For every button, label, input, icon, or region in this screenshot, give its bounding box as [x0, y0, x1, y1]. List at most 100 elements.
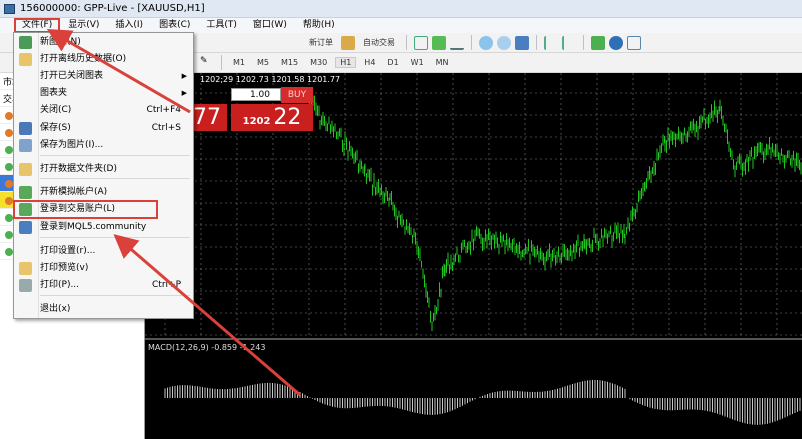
buy-price-button[interactable]: 1202 22: [231, 104, 313, 131]
print-icon: [19, 279, 32, 292]
price-chart[interactable]: 1202;29 1202.73 1201.58 1201.77 1.00 BUY…: [145, 73, 802, 439]
menu-item-label: 打印设置(r)...: [40, 246, 96, 256]
symbol-icon: [5, 146, 13, 154]
menu-insert[interactable]: 插入(I): [115, 20, 144, 30]
menu-separator: [40, 237, 190, 238]
auto-trading-icon[interactable]: [341, 35, 355, 50]
menu-item-label: 打印(P)...: [40, 280, 80, 290]
zoom-out-icon[interactable]: [497, 35, 511, 50]
zoom-in-icon[interactable]: [479, 35, 493, 50]
app-icon: [4, 4, 15, 14]
menu-bar: 文件(F) 显示(V) 插入(I) 图表(C) 工具(T) 窗口(W) 帮助(H…: [0, 18, 802, 33]
menu-item[interactable]: 打开已关闭图表 ▶: [14, 68, 193, 85]
community-icon: [19, 221, 32, 234]
menu-file[interactable]: 文件(F): [14, 18, 61, 33]
drawing-tools-icon[interactable]: ✎: [200, 55, 208, 66]
timeframe-m5[interactable]: M5: [257, 58, 269, 67]
menu-item-label: 打开数据文件夹(D): [40, 164, 117, 174]
line-chart-icon[interactable]: [450, 36, 464, 50]
menu-item[interactable]: 打开离线历史数据(O): [14, 51, 193, 68]
menu-item[interactable]: 开新模拟帐户(A): [14, 184, 193, 201]
window-title: 156000000: GPP-Live - [XAUUSD,H1]: [20, 3, 205, 14]
candlestick-icon[interactable]: [432, 35, 446, 50]
timeframe-d1[interactable]: D1: [387, 58, 399, 67]
autoscroll-icon[interactable]: [562, 35, 576, 50]
templates-icon[interactable]: [627, 35, 641, 50]
buy-button[interactable]: BUY: [281, 87, 313, 103]
menu-item[interactable]: 打印设置(r)...: [14, 243, 193, 260]
menu-separator: [40, 178, 190, 179]
chart-shift-icon[interactable]: [544, 35, 558, 50]
periods-icon[interactable]: [609, 35, 623, 50]
buy-price-prefix: 1202: [242, 116, 271, 127]
indicators-icon[interactable]: [591, 35, 605, 50]
menu-item[interactable]: 保存(S) Ctrl+S: [14, 120, 193, 137]
separator: [406, 35, 407, 50]
menu-item-label: 新图表(N): [40, 37, 81, 47]
print-preview-icon: [19, 262, 32, 275]
separator: [221, 55, 222, 70]
timeframe-w1[interactable]: W1: [410, 58, 424, 67]
chart-canvas[interactable]: [145, 73, 802, 439]
menu-item-label: 登录到交易账户(L): [40, 204, 116, 214]
submenu-arrow-icon: ▶: [181, 89, 187, 97]
timeframe-m30[interactable]: M30: [310, 58, 328, 67]
menu-item-label: 退出(x): [40, 304, 71, 314]
symbol-icon: [5, 197, 13, 205]
menu-item[interactable]: 图表夹 ▶: [14, 85, 193, 102]
folder-icon: [19, 53, 32, 66]
buy-price-digits: 22: [273, 105, 302, 130]
menu-item-label: 打开离线历史数据(O): [40, 54, 127, 64]
menu-item[interactable]: 新图表(N): [14, 34, 193, 51]
menu-item[interactable]: 保存为图片(I)...: [14, 137, 193, 154]
symbol-icon: [5, 214, 13, 222]
menu-separator: [40, 295, 190, 296]
menu-item[interactable]: 关闭(C) Ctrl+F4: [14, 102, 193, 119]
menu-charts[interactable]: 图表(C): [159, 20, 191, 30]
menu-item-shortcut: Ctrl+S: [151, 123, 181, 133]
symbol-icon: [5, 112, 13, 120]
menu-item[interactable]: 登录到MQL5.community: [14, 219, 193, 236]
timeframe-h4[interactable]: H4: [364, 58, 376, 67]
ohlc-readout: 1202;29 1202.73 1201.58 1201.77: [200, 75, 341, 84]
menu-item[interactable]: 打印(P)... Ctrl+P: [14, 277, 193, 294]
menu-view[interactable]: 显示(V): [68, 20, 100, 30]
login-icon: [19, 203, 32, 216]
timeframe-h1[interactable]: H1: [335, 57, 357, 68]
menu-item-label: 登录到MQL5.community: [40, 222, 147, 232]
separator: [536, 35, 537, 50]
menu-item[interactable]: 退出(x): [14, 301, 193, 318]
symbol-icon: [5, 231, 13, 239]
separator: [471, 35, 472, 50]
timeframe-m1[interactable]: M1: [233, 58, 245, 67]
new-chart-icon: [19, 36, 32, 49]
menu-help[interactable]: 帮助(H): [302, 20, 335, 30]
menu-item-shortcut: Ctrl+P: [152, 280, 181, 290]
submenu-arrow-icon: ▶: [181, 72, 187, 80]
menu-item-label: 开新模拟帐户(A): [40, 187, 108, 197]
menu-item[interactable]: 登录到交易账户(L): [13, 200, 158, 219]
bar-chart-icon[interactable]: [414, 35, 428, 50]
macd-indicator-label: MACD(12,26,9) -0.859 -1.243: [148, 343, 266, 352]
tile-windows-icon[interactable]: [515, 35, 529, 50]
auto-trading-button[interactable]: 自动交易: [363, 38, 395, 47]
title-bar: 156000000: GPP-Live - [XAUUSD,H1]: [0, 0, 802, 18]
user-add-icon: [19, 186, 32, 199]
menu-item-label: 打开已关闭图表: [40, 71, 104, 81]
menu-tools[interactable]: 工具(T): [206, 20, 237, 30]
menu-item[interactable]: 打开数据文件夹(D): [14, 161, 193, 178]
new-order-button[interactable]: 新订单: [309, 38, 333, 47]
timeframe-mn[interactable]: MN: [435, 58, 449, 67]
menu-item[interactable]: 打印预览(v): [14, 260, 193, 277]
symbol-icon: [5, 163, 13, 171]
lots-input[interactable]: 1.00: [231, 88, 281, 101]
file-menu-dropdown: 新图表(N) 打开离线历史数据(O) 打开已关闭图表 ▶ 图表夹 ▶ 关闭(C) Ctrl+F…: [13, 32, 194, 319]
timeframe-m15[interactable]: M15: [281, 58, 299, 67]
symbol-icon: [5, 180, 13, 188]
timeframes-toolbar: ✎ M1 M5 M15 M30 H1 H4 D1 W1 MN: [0, 53, 802, 73]
symbol-icon: [5, 248, 13, 256]
symbol-icon: [5, 129, 13, 137]
separator: [583, 35, 584, 50]
folder-icon: [19, 163, 32, 176]
menu-window[interactable]: 窗口(W): [252, 20, 287, 30]
